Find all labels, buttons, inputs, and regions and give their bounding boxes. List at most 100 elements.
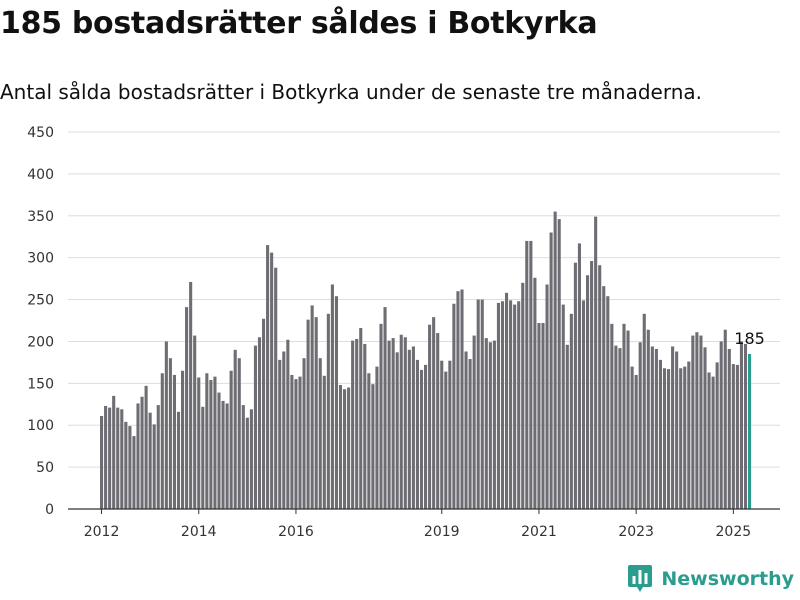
bar — [221, 400, 225, 509]
bar — [634, 374, 638, 509]
bar — [468, 359, 472, 509]
bar — [314, 317, 318, 509]
bar — [201, 406, 205, 509]
chart-subtitle: Antal sålda bostadsrätter i Botkyrka und… — [0, 80, 702, 104]
bar — [132, 436, 136, 509]
bar — [679, 368, 683, 509]
bar — [464, 351, 468, 509]
bar — [168, 358, 172, 509]
bar — [156, 405, 160, 509]
y-tick-label: 50 — [36, 460, 54, 476]
bar — [334, 296, 338, 509]
bar — [424, 364, 428, 509]
bar — [278, 359, 282, 509]
bar — [719, 341, 723, 509]
bar — [638, 342, 642, 509]
bar — [124, 421, 128, 509]
bar — [448, 360, 452, 509]
bar — [533, 277, 537, 509]
bar — [525, 240, 529, 509]
bar — [403, 337, 407, 509]
bar — [411, 346, 415, 509]
bar — [290, 374, 294, 509]
bar — [549, 232, 553, 509]
bar — [148, 412, 152, 509]
y-tick-label: 300 — [27, 251, 54, 267]
bar — [699, 335, 703, 509]
y-tick-label: 150 — [27, 376, 54, 392]
bar — [521, 282, 525, 509]
bar — [257, 337, 262, 509]
x-tick-label: 2021 — [521, 524, 557, 540]
bar — [460, 289, 464, 509]
bar — [359, 328, 363, 509]
bar — [509, 300, 513, 509]
bar — [735, 364, 739, 509]
bar — [707, 372, 711, 509]
bar — [399, 334, 403, 509]
bar — [667, 369, 671, 509]
bar — [488, 342, 492, 509]
bar — [654, 348, 658, 509]
bar — [197, 377, 201, 509]
bar — [586, 275, 590, 509]
bar — [217, 392, 221, 509]
bar — [419, 369, 424, 509]
bar — [662, 368, 667, 509]
bar — [407, 349, 411, 509]
bar — [375, 366, 379, 509]
bar-highlight — [748, 354, 752, 509]
bar — [683, 366, 687, 509]
bar — [395, 352, 399, 509]
bar — [602, 286, 606, 509]
bar — [140, 396, 144, 509]
bar — [100, 416, 104, 509]
bar — [144, 385, 148, 509]
bar — [363, 343, 367, 509]
bar — [573, 262, 577, 509]
x-tick-label: 2016 — [278, 524, 314, 540]
bar — [577, 243, 581, 510]
bar — [318, 358, 322, 509]
bar — [517, 301, 521, 509]
bar — [500, 301, 505, 509]
bar — [622, 323, 626, 509]
bar — [310, 305, 314, 509]
y-tick-label: 400 — [27, 167, 54, 183]
bar — [590, 261, 594, 509]
bar — [642, 313, 646, 509]
bar — [270, 252, 274, 509]
bar — [541, 323, 545, 509]
bar — [237, 358, 241, 509]
bar — [626, 330, 630, 509]
bar — [112, 395, 116, 509]
bar — [691, 335, 695, 509]
bar — [598, 265, 602, 509]
bar — [160, 373, 164, 509]
brand-logo: Newsworthy — [627, 564, 794, 594]
bar — [306, 319, 310, 509]
bar — [537, 323, 541, 509]
y-tick-label: 0 — [45, 502, 54, 518]
bar — [561, 304, 565, 509]
bar — [351, 340, 355, 509]
bar — [136, 403, 140, 509]
bar — [505, 292, 509, 509]
bar — [193, 335, 197, 509]
bar — [715, 362, 719, 509]
bar — [172, 374, 176, 509]
bar — [128, 426, 132, 509]
bar — [302, 358, 306, 509]
x-tick-label: 2014 — [181, 524, 217, 540]
y-tick-label: 450 — [27, 125, 54, 141]
y-tick-label: 250 — [27, 293, 54, 309]
bar — [618, 348, 622, 509]
bar — [294, 379, 298, 509]
bar — [298, 376, 302, 509]
bar — [286, 339, 290, 509]
bar — [181, 370, 185, 509]
x-tick-label: 2025 — [716, 524, 752, 540]
bar — [606, 296, 610, 509]
y-tick-label: 100 — [27, 418, 54, 434]
